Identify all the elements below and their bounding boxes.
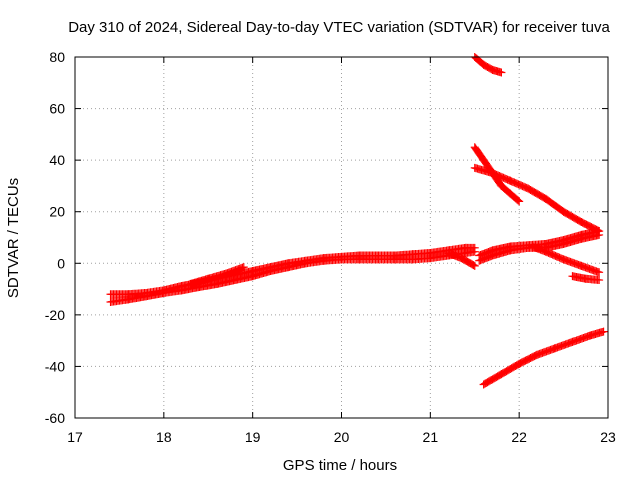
data-point	[595, 276, 604, 285]
x-tick-label: 21	[423, 429, 439, 445]
data-point	[595, 227, 604, 236]
chart-title: Day 310 of 2024, Sidereal Day-to-day VTE…	[68, 19, 610, 36]
x-axis-title: GPS time / hours	[283, 457, 397, 474]
y-axis-title: SDTVAR / TECUs	[5, 178, 22, 298]
series-dip-21-5	[444, 248, 479, 270]
y-tick-label: 80	[49, 49, 65, 65]
data-point	[515, 197, 524, 206]
series-late-short-segment	[568, 272, 604, 285]
series-late-band-lower	[475, 230, 604, 265]
data-point	[599, 327, 608, 336]
data-point	[514, 196, 523, 205]
series-bottom-rising	[479, 327, 608, 389]
x-tick-label: 17	[67, 429, 83, 445]
data-point	[469, 261, 478, 270]
x-tick-label: 22	[511, 429, 527, 445]
data-point	[470, 261, 479, 270]
y-tick-label: 20	[49, 204, 65, 220]
y-tick-label: 60	[49, 101, 65, 117]
data-point	[595, 268, 604, 277]
data-point	[239, 263, 248, 272]
y-tick-label: -60	[45, 410, 65, 426]
data-series	[106, 53, 608, 389]
x-tick-label: 23	[600, 429, 616, 445]
x-tick-label: 19	[245, 429, 261, 445]
y-tick-label: 0	[57, 255, 65, 271]
series-main-trace-lower	[106, 247, 479, 306]
y-tick-label: -20	[45, 307, 65, 323]
series-upper-steep	[470, 143, 524, 206]
data-point	[497, 68, 506, 77]
axis-ticks: 17 18 19 20 21 22 23 -60 -40 -20 0 20 40 60 80	[45, 49, 616, 445]
series-spike-18-9	[186, 263, 248, 288]
grid-lines	[75, 57, 608, 418]
x-tick-label: 20	[334, 429, 350, 445]
data-point	[470, 247, 479, 256]
y-tick-label: -40	[45, 358, 65, 374]
series-upper-gentle	[470, 163, 604, 236]
y-tick-label: 40	[49, 152, 65, 168]
series-late-descending	[528, 242, 604, 277]
data-point	[593, 226, 602, 235]
x-tick-label: 18	[156, 429, 172, 445]
